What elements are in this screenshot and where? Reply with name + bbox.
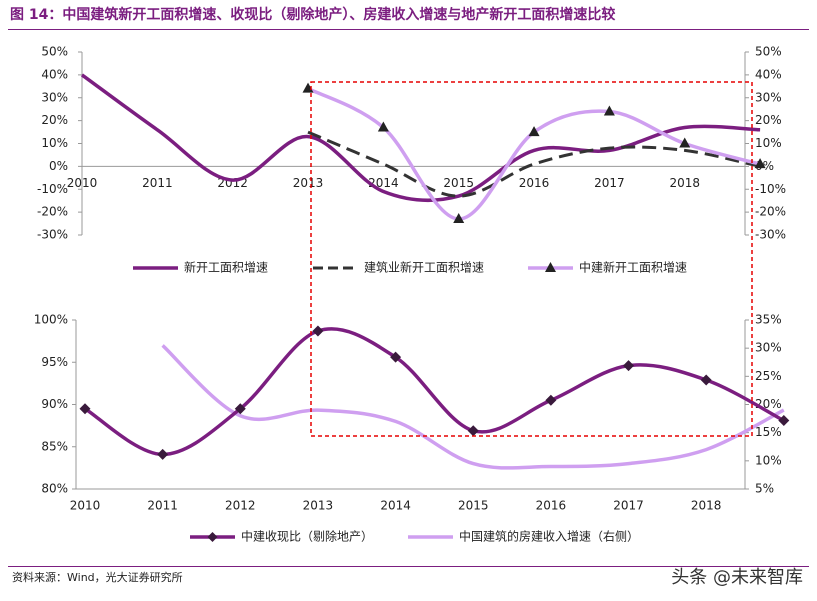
chart1-right-tick-label: -10% xyxy=(755,182,786,196)
series-cash-collection-ratio xyxy=(84,327,785,457)
chart1-left-tick-label: 10% xyxy=(41,136,68,150)
diamond-marker xyxy=(390,351,402,363)
chart1-x-tick-label: 2011 xyxy=(142,176,173,190)
chart2-left-tick-label: 100% xyxy=(34,313,68,327)
legend-triangle-marker xyxy=(545,262,556,272)
chart1-left-tick-label: -10% xyxy=(37,182,68,196)
watermark: 头条 @未来智库 xyxy=(671,567,803,588)
chart2-x-tick-label: 2017 xyxy=(613,499,644,513)
source-note: 资料来源：Wind，光大证券研究所 xyxy=(12,571,183,584)
chart2-right-tick-label: 15% xyxy=(755,425,782,439)
chart2-left-tick-label: 80% xyxy=(41,482,68,496)
chart2-left-tick-label: 90% xyxy=(41,397,68,411)
chart1-x-tick-label: 2013 xyxy=(293,176,324,190)
triangle-marker xyxy=(377,121,389,132)
triangle-marker xyxy=(679,137,691,148)
footer-divider xyxy=(8,566,809,567)
series-cscec-new-construction-growth xyxy=(307,87,761,221)
chart1-left-tick-label: 20% xyxy=(41,113,68,127)
chart1-x-tick-label: 2017 xyxy=(594,176,625,190)
title-divider xyxy=(8,29,809,30)
chart2-left-tick-label: 85% xyxy=(41,439,68,453)
chart1-x-tick-label: 2010 xyxy=(67,176,98,190)
chart1-left-tick-label: 30% xyxy=(41,90,68,104)
chart1-right-tick-label: 40% xyxy=(755,67,782,81)
triangle-marker xyxy=(453,212,465,223)
chart1-right-tick-label: 20% xyxy=(755,113,782,127)
chart1-x-tick-label: 2018 xyxy=(669,176,700,190)
chart1-right-tick-label: 30% xyxy=(755,90,782,104)
chart1-right-tick-label: -30% xyxy=(755,228,786,242)
chart1-left-tick-label: -30% xyxy=(37,228,68,242)
legend-label: 中国建筑的房建收入增速（右侧） xyxy=(459,529,639,544)
legend-label: 新开工面积增速 xyxy=(184,260,268,275)
diamond-marker xyxy=(234,403,246,415)
legend-label: 中建收现比（剔除地产） xyxy=(241,529,373,544)
diamond-marker xyxy=(467,425,479,437)
triangle-marker xyxy=(528,126,540,137)
chart1-x-tick-label: 2014 xyxy=(368,176,399,190)
chart1-left-tick-label: 40% xyxy=(41,67,68,81)
chart1-right-tick-label: 10% xyxy=(755,136,782,150)
chart1-right-tick-label: -20% xyxy=(755,205,786,219)
series-new-construction-growth xyxy=(80,73,761,203)
chart1-left-tick-label: 50% xyxy=(41,45,68,59)
highlight-box xyxy=(310,81,753,437)
chart2-x-tick-label: 2014 xyxy=(380,499,411,513)
legend-diamond-marker xyxy=(207,532,218,542)
diamond-marker xyxy=(157,448,169,460)
chart-title: 图 14：中国建筑新开工面积增速、收现比（剔除地产）、房建收入增速与地产新开工面… xyxy=(10,7,616,23)
chart2-right-tick-label: 10% xyxy=(755,453,782,467)
chart1-right-tick-label: 50% xyxy=(755,45,782,59)
chart2-x-tick-label: 2012 xyxy=(225,499,256,513)
diamond-marker xyxy=(312,325,324,337)
chart2-right-tick-label: 20% xyxy=(755,397,782,411)
triangle-marker xyxy=(603,105,615,116)
chart1-x-tick-label: 2016 xyxy=(519,176,550,190)
diamond-marker xyxy=(545,394,557,406)
chart2-right-tick-label: 30% xyxy=(755,341,782,355)
legend-label: 建筑业新开工面积增速 xyxy=(364,260,484,275)
chart2-right-tick-label: 25% xyxy=(755,369,782,383)
series-construction-industry-growth xyxy=(307,130,761,198)
chart2-x-tick-label: 2015 xyxy=(458,499,489,513)
diamond-marker xyxy=(700,374,712,386)
chart1-left-tick-label: -20% xyxy=(37,205,68,219)
chart2-x-tick-label: 2013 xyxy=(303,499,334,513)
triangle-marker xyxy=(754,158,766,169)
chart2-x-tick-label: 2016 xyxy=(536,499,567,513)
chart2-x-tick-label: 2010 xyxy=(70,499,101,513)
chart1-x-tick-label: 2015 xyxy=(443,176,474,190)
diamond-marker xyxy=(623,360,635,372)
chart2-x-tick-label: 2018 xyxy=(691,499,722,513)
diamond-marker xyxy=(79,403,91,415)
diamond-marker xyxy=(778,415,790,427)
chart1-left-tick-label: 0% xyxy=(49,159,68,173)
chart2-x-tick-label: 2011 xyxy=(147,499,178,513)
series-building-revenue-growth xyxy=(161,344,785,470)
legend-label: 中建新开工面积增速 xyxy=(579,260,687,275)
chart2-left-tick-label: 95% xyxy=(41,355,68,369)
chart2-right-tick-label: 35% xyxy=(755,313,782,327)
triangle-marker xyxy=(302,82,314,93)
chart2-right-tick-label: 5% xyxy=(755,482,774,496)
